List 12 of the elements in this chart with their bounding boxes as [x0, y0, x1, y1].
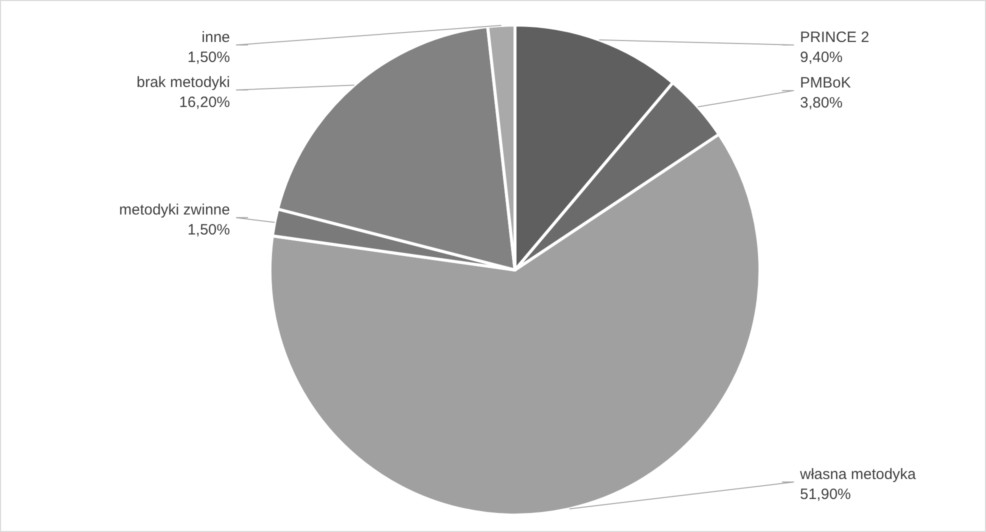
slice-label: PRINCE 2 — [800, 29, 870, 46]
slice-label: PMBoK — [800, 74, 851, 92]
data-label: 3,80% — [800, 94, 843, 112]
data-label: 51,90% — [800, 486, 851, 503]
data-label: 1,50% — [187, 49, 230, 66]
data-label: 1,50% — [187, 222, 230, 239]
slice-label: metodyki zwinne — [119, 202, 230, 219]
data-label: 16,20% — [179, 94, 230, 111]
slice-label: własna metodyka — [799, 466, 917, 483]
slice-label: inne — [202, 29, 230, 46]
slice-label: brak metodyki — [136, 74, 230, 91]
data-label: 9,40% — [800, 49, 843, 66]
